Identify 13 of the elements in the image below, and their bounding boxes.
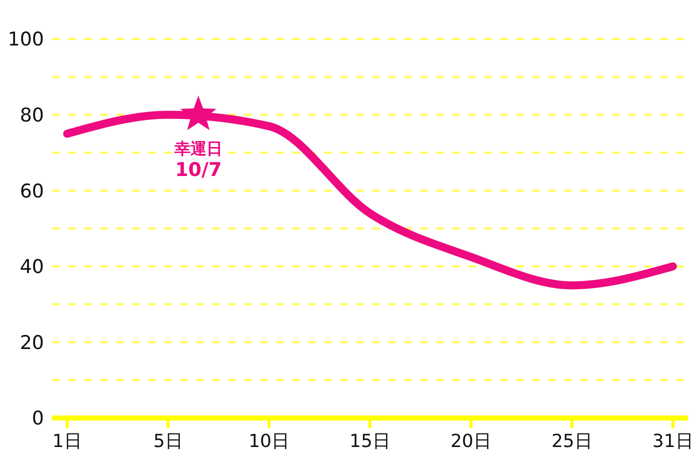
x-tick-label: 5日 xyxy=(153,430,183,452)
y-tick-label: 100 xyxy=(8,28,44,51)
y-tick-label: 60 xyxy=(20,180,44,202)
x-tick-label: 10日 xyxy=(248,430,290,452)
x-tick-label: 15日 xyxy=(350,430,390,452)
x-tick-label: 20日 xyxy=(450,430,492,452)
x-tick-label: 1日 xyxy=(52,430,82,452)
x-tick-label: 25日 xyxy=(551,430,592,452)
y-tick-label: 0 xyxy=(32,408,44,430)
y-tick-label: 80 xyxy=(20,104,44,127)
y-tick-label: 40 xyxy=(20,256,44,278)
y-tick-label: 20 xyxy=(20,332,44,354)
x-tick-label: 31日 xyxy=(652,430,694,452)
